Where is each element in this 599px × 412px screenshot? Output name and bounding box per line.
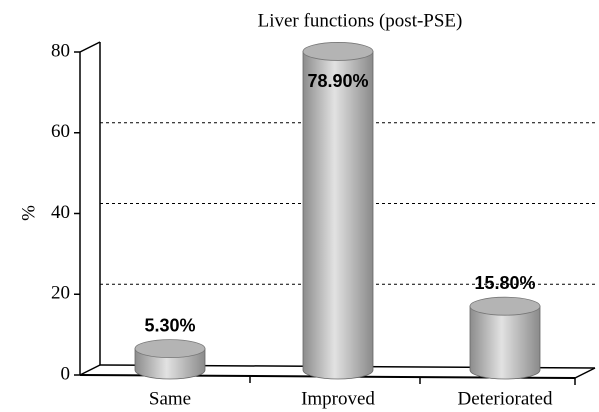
y-tick-label: 20 [51,283,70,304]
cylinder-top [134,339,206,359]
y-tick-label: 40 [51,202,70,223]
cylinder-top [302,42,374,61]
y-tick-label: 80 [51,40,70,61]
value-label: 78.90% [307,71,368,91]
y-axis-label: % [18,205,39,221]
x-tick-label: Deteriorated [458,388,553,409]
x-tick-label: Improved [301,388,375,409]
y-tick-label: 0 [61,363,71,384]
x-tick-label: Same [149,388,191,409]
value-label: 15.80% [474,273,535,293]
cylinder-body [469,305,541,380]
cylinder-body [302,51,374,380]
value-label: 5.30% [144,315,195,335]
y-tick-label: 60 [51,121,70,142]
cylinder-top [469,296,541,316]
chart-title: Liver functions (post-PSE) [258,10,463,31]
